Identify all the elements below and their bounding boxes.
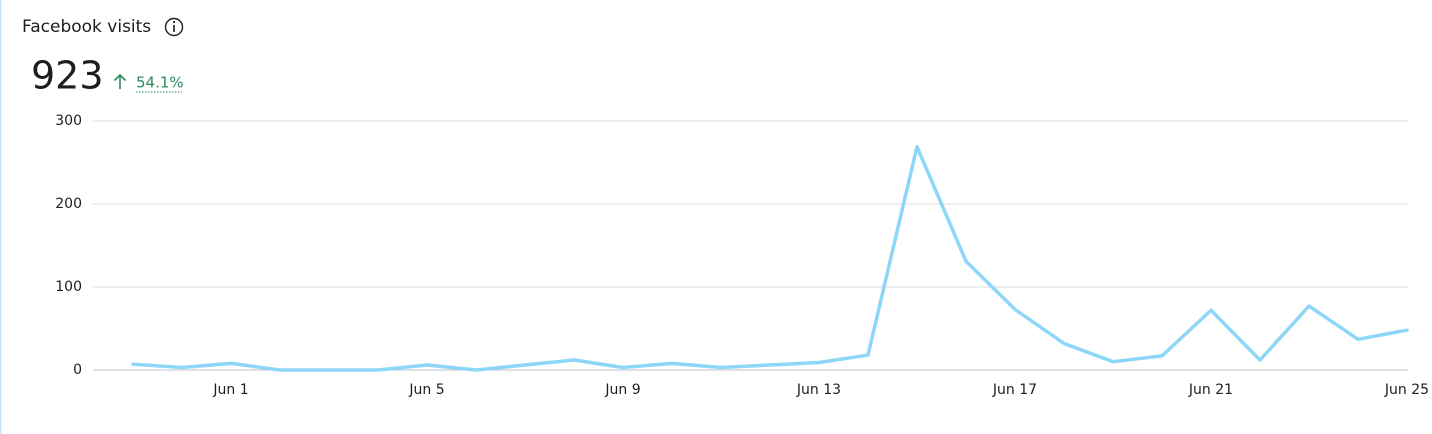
y-tick-label: 0 bbox=[73, 362, 82, 378]
y-tick-label: 100 bbox=[55, 279, 82, 295]
x-tick-label: Jun 13 bbox=[796, 382, 841, 398]
title: Facebook visits bbox=[22, 17, 151, 37]
x-tick-label: Jun 17 bbox=[992, 382, 1037, 398]
y-tick-label: 300 bbox=[55, 113, 82, 129]
data-line bbox=[131, 144, 1409, 372]
total-value: 923 bbox=[31, 54, 104, 98]
x-tick-label: Jun 21 bbox=[1188, 382, 1233, 398]
up-arrow bbox=[113, 73, 127, 89]
x-tick-label: Jun 5 bbox=[408, 382, 444, 398]
change-value[interactable]: 54.1% bbox=[136, 74, 184, 92]
y-tick-label: 200 bbox=[55, 196, 82, 212]
info-icon[interactable] bbox=[164, 17, 184, 37]
x-tick-label: Jun 9 bbox=[604, 382, 640, 398]
x-tick-label: Jun 1 bbox=[212, 382, 248, 398]
x-tick-label: Jun 25 bbox=[1384, 382, 1429, 398]
